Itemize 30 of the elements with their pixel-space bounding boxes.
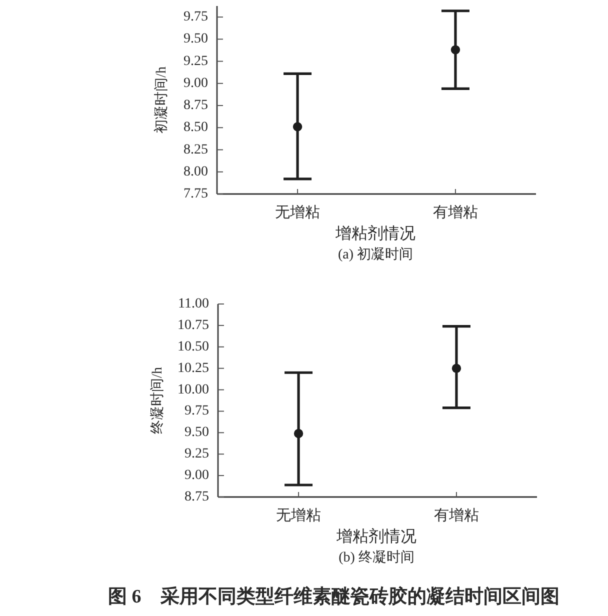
y-tick-label: 9.25 [184,446,209,462]
text: (b) 终凝时间 [338,550,414,566]
x-tick-label: 有增粘 [432,204,478,221]
caption: 图 6 采用不同类型纤维素醚瓷砖胶的凝结时间区间图 [108,586,560,608]
y-tick-label: 9.00 [184,76,208,91]
x-axis-title: 增粘剂情况 [334,224,416,242]
y-tick-label: 9.00 [184,468,209,484]
y-tick-label: 10.50 [178,339,209,354]
y-tick-label: 8.50 [184,120,208,136]
y-tick-label: 9.50 [184,32,208,47]
x-tick-label: 无增粘 [275,204,320,221]
text: (a) 初凝时间 [338,246,414,262]
y-tick-label: 9.75 [184,10,208,25]
x-tick-label: 有增粘 [434,507,479,524]
x-tick-label: 无增粘 [276,507,322,524]
y-tick-label: 8.75 [184,98,208,114]
y-axis-title: 终凝时间/h [150,367,166,434]
y-tick-label: 11.00 [178,296,209,312]
y-tick-label: 8.75 [184,490,209,504]
y-tick-label: 9.75 [184,404,209,419]
y-tick-label: 8.25 [184,142,208,158]
x-axis-title: 增粘剂情况 [336,528,416,546]
y-tick-label: 7.75 [184,186,208,202]
y-tick-label: 10.75 [178,318,209,333]
y-tick-label: 9.25 [184,54,208,69]
y-tick-label: 8.00 [184,164,208,180]
y-tick-label: 10.00 [178,382,209,398]
y-tick-label: 9.50 [184,425,209,440]
y-tick-label: 10.25 [178,360,209,376]
y-axis-title: 初凝时间/h [154,66,170,134]
